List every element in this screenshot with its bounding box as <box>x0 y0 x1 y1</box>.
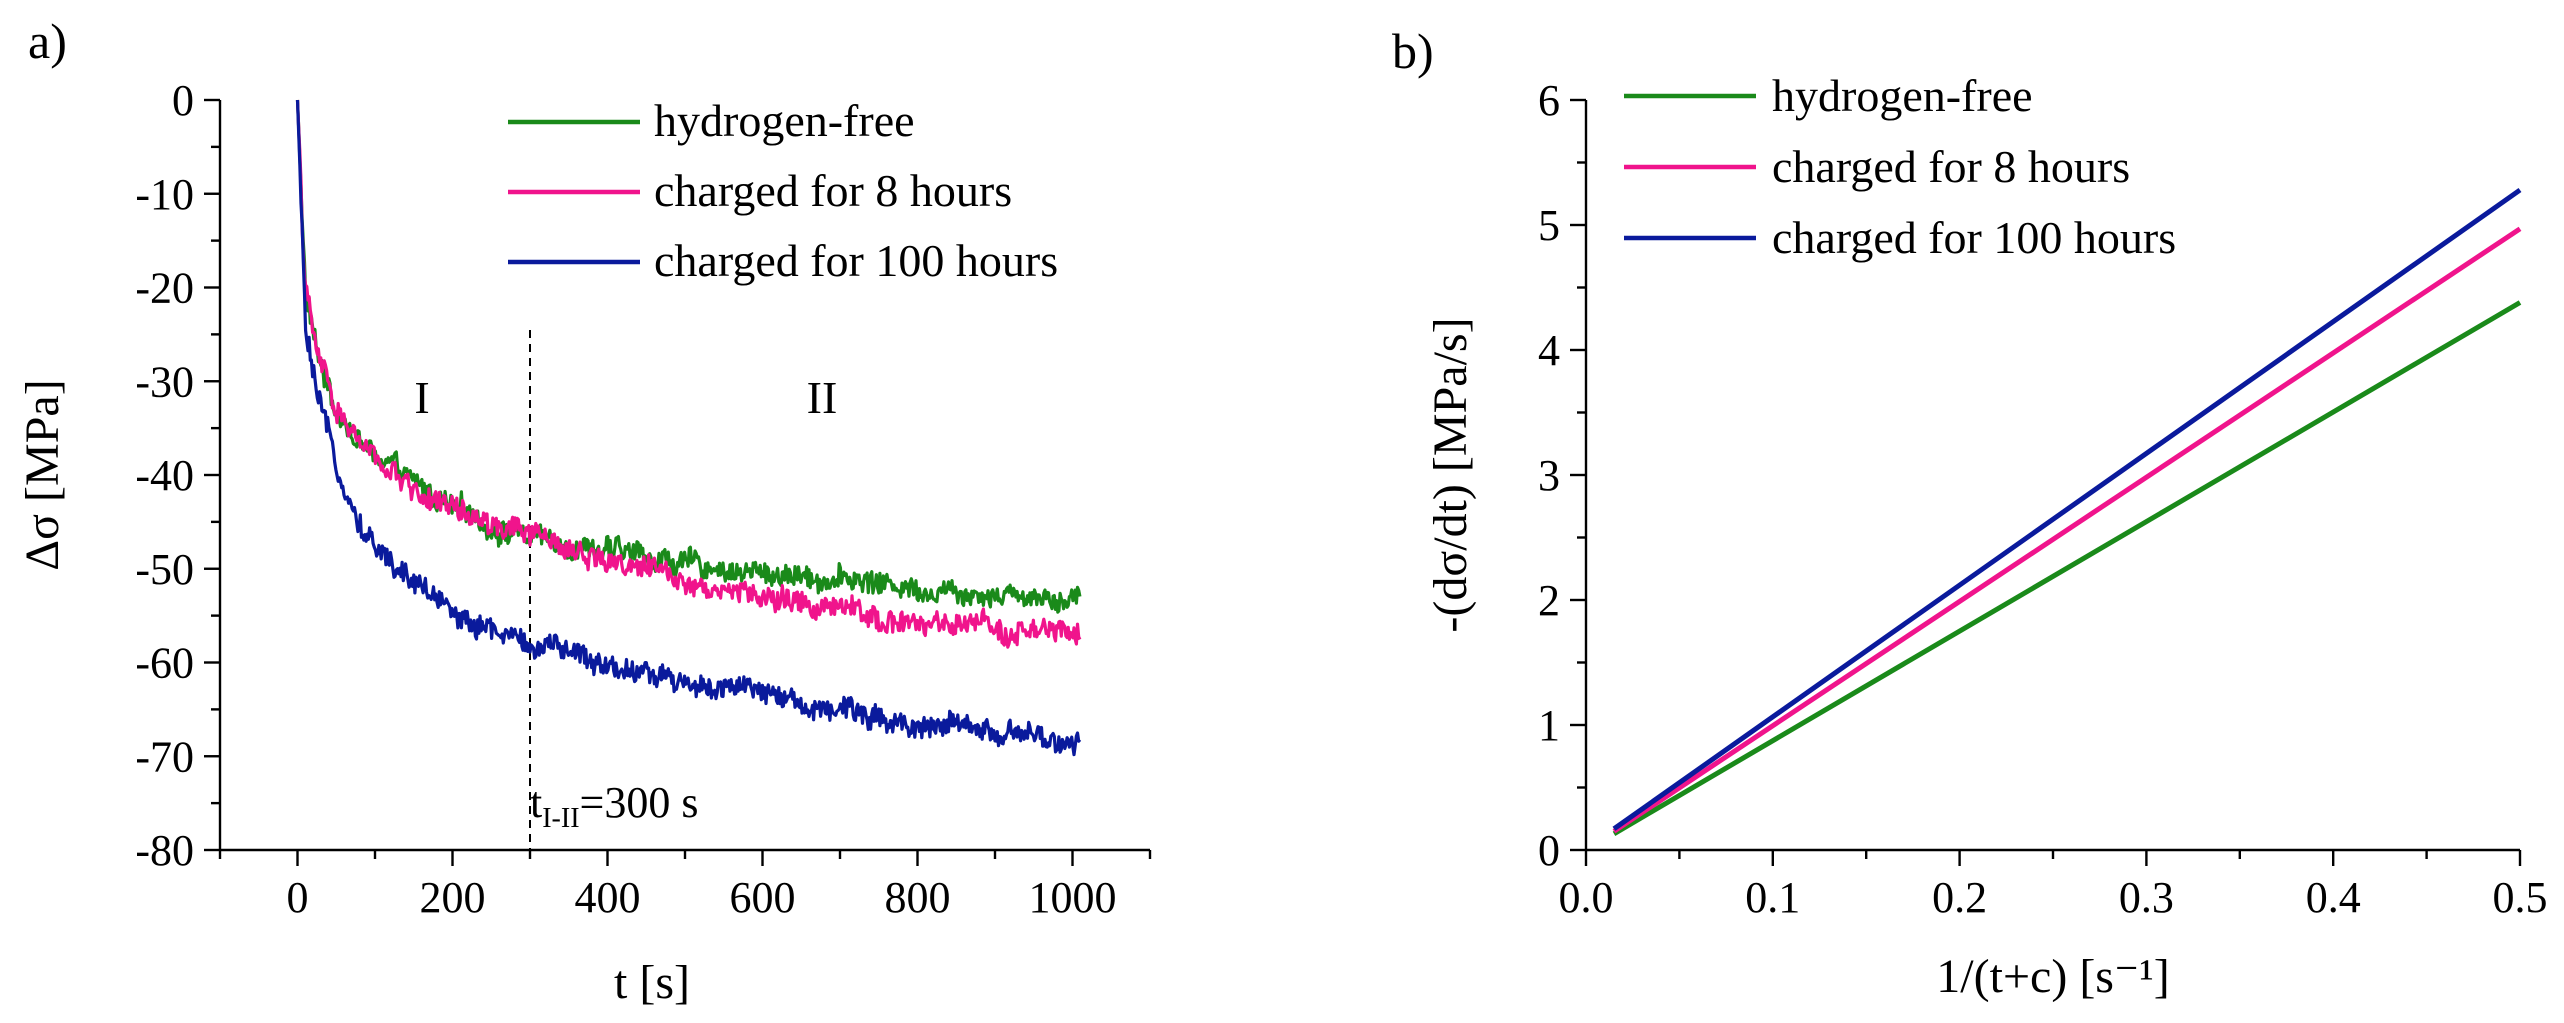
legend-b-label-100h: charged for 100 hours <box>1772 212 2176 263</box>
panel-a-label: a) <box>28 13 67 69</box>
panel-b-y-tick-label: 5 <box>1538 201 1560 250</box>
panel-b-x-tick-label: 0.1 <box>1745 873 1800 922</box>
panel-b-legend: hydrogen-free charged for 8 hours charge… <box>1624 70 2176 263</box>
panel-a-x-tick-label: 1000 <box>1029 873 1117 922</box>
panel-a-y-tick-label: -20 <box>135 264 194 313</box>
panel-a-series-8h <box>295 99 1082 649</box>
panel-b-x-tick-label: 0.5 <box>2493 873 2548 922</box>
panel-a: a) 0 200 400 600 800 1000 0 -10 -20 -30 -40 -50 -60 -… <box>16 13 1152 1009</box>
panel-b-y-tick-label: 4 <box>1538 326 1560 375</box>
legend-a-label-100h: charged for 100 hours <box>654 235 1058 286</box>
panel-a-y-tick-label: -50 <box>135 545 194 594</box>
region-label-i: I <box>414 372 429 423</box>
panel-a-y-tick-label: -70 <box>135 732 194 781</box>
panel-b-x-tick-label: 0.2 <box>1932 873 1987 922</box>
panel-a-x-tick-label: 600 <box>730 873 796 922</box>
panel-a-y-tick-label: -40 <box>135 451 194 500</box>
panel-b-x-tick-label: 0.4 <box>2306 873 2361 922</box>
panel-b-ticks: 0.0 0.1 0.2 0.3 0.4 0.5 0 1 2 3 4 5 6 <box>1538 76 2548 922</box>
panel-a-ticks: 0 200 400 600 800 1000 0 -10 -20 -30 -40 -50 -60 -70 -… <box>135 76 1152 922</box>
legend-b-label-8h: charged for 8 hours <box>1772 141 2130 192</box>
boundary-annotation: tI-II=300 s <box>530 778 698 834</box>
panel-a-y-title: Δσ [MPa] <box>16 379 69 570</box>
panel-b-series <box>1612 187 2522 836</box>
panel-b-x-tick-label: 0.0 <box>1559 873 1614 922</box>
panel-b-y-title: -(dσ/dt) [MPa/s] <box>1424 317 1477 632</box>
panel-a-y-tick-label: -10 <box>135 170 194 219</box>
panel-a-series-100h <box>295 99 1082 757</box>
legend-a-label-8h: charged for 8 hours <box>654 165 1012 216</box>
panel-a-y-tick-label: -30 <box>135 357 194 406</box>
panel-a-y-tick-label: -80 <box>135 826 194 875</box>
panel-a-y-tick-label: 0 <box>172 76 194 125</box>
panel-a-x-tick-label: 400 <box>575 873 641 922</box>
panel-a-x-tick-label: 800 <box>885 873 951 922</box>
panel-b-series-100h <box>1612 187 2522 831</box>
panel-b-y-tick-label: 0 <box>1538 826 1560 875</box>
panel-a-legend: hydrogen-free charged for 8 hours charge… <box>508 95 1058 286</box>
panel-b-label: b) <box>1392 23 1434 79</box>
legend-a-label-hydrogen-free: hydrogen-free <box>654 95 915 146</box>
panel-b-y-tick-label: 3 <box>1538 451 1560 500</box>
panel-a-x-tick-label: 0 <box>287 873 309 922</box>
panel-b: b) 0.0 0.1 0.2 0.3 0.4 0.5 0 1 2 3 4 5 6 hydrogen-fr… <box>1392 23 2548 1003</box>
region-label-ii: II <box>807 372 838 423</box>
panel-b-x-tick-label: 0.3 <box>2119 873 2174 922</box>
panel-b-y-tick-label: 1 <box>1538 701 1560 750</box>
panel-a-x-title: t [s] <box>614 956 690 1009</box>
panel-a-series <box>295 99 1082 757</box>
panel-b-y-tick-label: 2 <box>1538 576 1560 625</box>
panel-a-x-tick-label: 200 <box>420 873 486 922</box>
panel-b-x-title: 1/(t+c) [s⁻¹] <box>1936 950 2169 1003</box>
panel-b-series-8h <box>1612 226 2522 834</box>
panel-b-series-hydrogen-free <box>1612 300 2522 836</box>
panel-b-y-tick-label: 6 <box>1538 76 1560 125</box>
legend-b-label-hydrogen-free: hydrogen-free <box>1772 70 2033 121</box>
panel-a-y-tick-label: -60 <box>135 639 194 688</box>
